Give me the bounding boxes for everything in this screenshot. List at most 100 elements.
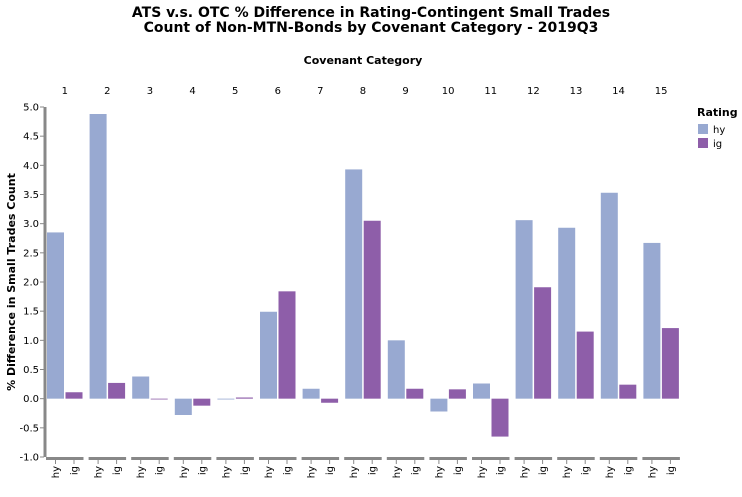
x-tick-label: ig xyxy=(581,466,592,475)
y-tick-label: 1.0 xyxy=(23,336,39,347)
x-tick-label: hy xyxy=(562,466,573,478)
category-label: 3 xyxy=(147,86,153,97)
y-tick-label: 4.5 xyxy=(23,132,39,143)
facet-8: 8 hy ig xyxy=(344,86,382,478)
facet-12: 12 hy ig xyxy=(514,86,553,478)
y-tick-label: 0.5 xyxy=(23,365,39,376)
category-label: 14 xyxy=(612,86,625,97)
bar-hy-12 xyxy=(515,220,533,399)
bar-ig-13 xyxy=(576,331,594,399)
facet-3: 3 hy ig xyxy=(131,86,169,478)
y-tick-label: 3.5 xyxy=(23,190,39,201)
category-label: 1 xyxy=(62,86,68,97)
x-tick-label: hy xyxy=(605,466,616,478)
x-tick-label: ig xyxy=(368,466,379,475)
category-label: 8 xyxy=(360,86,366,97)
x-tick-label: ig xyxy=(197,466,208,475)
bar-hy-13 xyxy=(558,227,576,399)
x-tick-label: ig xyxy=(240,466,251,475)
x-tick-label: hy xyxy=(647,466,658,478)
bar-ig-15 xyxy=(661,328,679,399)
category-label: 2 xyxy=(104,86,110,97)
x-tick-label: hy xyxy=(264,466,275,478)
y-tick-label: 1.5 xyxy=(23,307,39,318)
x-tick-label: ig xyxy=(538,466,549,475)
facet-15: 15 hy ig xyxy=(642,86,680,478)
category-label: 6 xyxy=(275,86,281,97)
chart-title-line-1: ATS v.s. OTC % Difference in Rating-Cont… xyxy=(132,5,610,21)
facet-5: 5 hy ig xyxy=(216,86,254,478)
bar-ig-11 xyxy=(491,398,509,437)
facet-4: 4 hy ig xyxy=(173,86,212,478)
y-tick-label: 2.0 xyxy=(23,278,39,289)
y-tick-label: -1.0 xyxy=(19,453,39,464)
category-label: 7 xyxy=(317,86,323,97)
x-tick-label: hy xyxy=(434,466,445,478)
bar-ig-12 xyxy=(534,287,552,399)
bar-hy-9 xyxy=(387,340,405,399)
chart-title-line-2: Count of Non-MTN-Bonds by Covenant Categ… xyxy=(144,20,599,36)
category-label: 10 xyxy=(442,86,455,97)
bar-ig-3 xyxy=(150,398,168,400)
x-tick-label: hy xyxy=(94,466,105,478)
bar-hy-8 xyxy=(345,169,363,399)
bar-hy-4 xyxy=(174,398,192,415)
bar-ig-1 xyxy=(65,392,83,399)
category-label: 11 xyxy=(484,86,497,97)
facet-10: 10 hy ig xyxy=(429,86,467,478)
category-label: 4 xyxy=(189,86,195,97)
bar-ig-8 xyxy=(363,220,381,399)
x-tick-label: hy xyxy=(520,466,531,478)
x-tick-label: hy xyxy=(477,466,488,478)
facet-11: 11 hy ig xyxy=(472,86,510,478)
bar-hy-11 xyxy=(473,383,490,399)
bar-ig-10 xyxy=(448,389,466,399)
bar-ig-6 xyxy=(278,291,296,399)
facet-13: 13 hy ig xyxy=(557,86,595,478)
legend-label: ig xyxy=(713,139,722,150)
facet-6: 6 hy ig xyxy=(259,86,297,478)
y-tick-label: 5.0 xyxy=(23,103,39,114)
column-title: Covenant Category xyxy=(304,54,423,67)
y-tick-label: -0.5 xyxy=(19,423,39,434)
bar-hy-2 xyxy=(89,114,107,399)
x-tick-label: hy xyxy=(307,466,318,478)
x-tick-label: ig xyxy=(496,466,507,475)
facet-2: 2 hy ig xyxy=(88,86,127,478)
facet-9: 9 hy ig xyxy=(386,86,425,478)
bar-ig-7 xyxy=(321,398,339,403)
x-tick-label: hy xyxy=(51,466,62,478)
facet-1: 1 hy ig xyxy=(46,86,84,478)
category-label: 12 xyxy=(527,86,540,97)
legend-title: Rating xyxy=(697,106,738,119)
legend-label: hy xyxy=(713,125,725,136)
category-label: 13 xyxy=(570,86,583,97)
y-tick-label: 3.0 xyxy=(23,219,39,230)
x-tick-label: ig xyxy=(666,466,677,475)
bar-hy-5 xyxy=(217,398,235,400)
bar-ig-14 xyxy=(619,384,637,399)
x-tick-label: hy xyxy=(349,466,360,478)
x-tick-label: ig xyxy=(155,466,166,475)
legend-item-hy: hy xyxy=(698,124,725,136)
bar-hy-7 xyxy=(302,388,320,399)
bar-hy-10 xyxy=(430,398,448,412)
x-tick-label: ig xyxy=(112,466,123,475)
y-tick-label: 4.0 xyxy=(23,161,39,172)
x-tick-label: ig xyxy=(410,466,421,475)
bar-hy-14 xyxy=(600,192,618,399)
bar-ig-2 xyxy=(108,382,126,399)
legend: Rating hy ig xyxy=(697,106,738,150)
facet-14: 14 hy ig xyxy=(599,86,638,478)
x-tick-label: ig xyxy=(623,466,634,475)
bar-ig-4 xyxy=(193,398,211,406)
bar-ig-9 xyxy=(406,388,424,399)
x-tick-label: ig xyxy=(70,466,81,475)
y-axis: 5.0 4.5 4.0 3.5 3.0 2.5 2.0 1.5 1.0 0.5 0.0 -0.5 -1.… xyxy=(19,103,47,464)
y-tick-label: 2.5 xyxy=(23,248,39,259)
x-tick-label: hy xyxy=(136,466,147,478)
bar-hy-6 xyxy=(260,311,277,399)
legend-item-ig: ig xyxy=(698,138,722,150)
